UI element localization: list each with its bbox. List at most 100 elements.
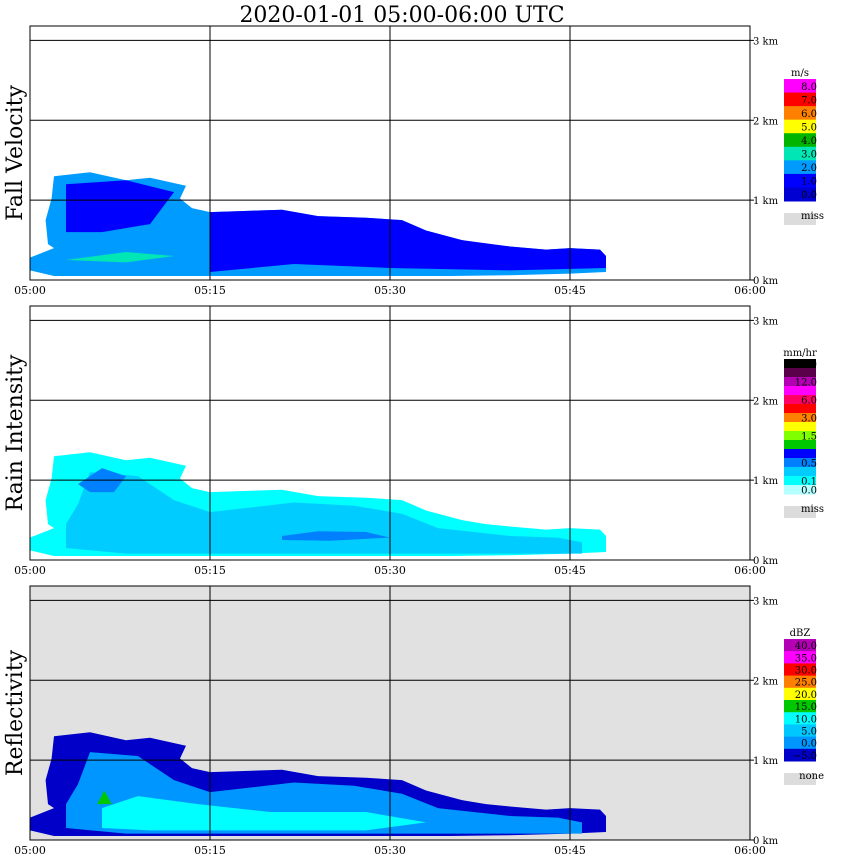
- height-tick-label: 1 km: [753, 196, 779, 207]
- colorbar-label: 30.0: [795, 666, 817, 677]
- colorbar-swatch: [784, 92, 816, 107]
- panel-ylabel: Fall Velocity: [3, 85, 28, 221]
- colorbar-label: 0.0: [801, 486, 817, 497]
- height-tick-label: 0 km: [753, 836, 779, 847]
- time-tick-label: 05:30: [374, 844, 406, 857]
- colorbar-missing-swatch: [784, 773, 816, 785]
- plot-frame: [29, 25, 751, 281]
- colorbar-swatch: [784, 386, 816, 396]
- colorbar-swatch: [784, 449, 816, 459]
- colorbar-missing-swatch: [784, 506, 816, 518]
- colorbar-label: 5.0: [801, 727, 817, 738]
- colorbar-swatch: [784, 651, 816, 664]
- colorbar-label: 25.0: [795, 678, 817, 689]
- colorbar-label: 3.0: [801, 150, 817, 161]
- colorbar-swatch: [784, 133, 816, 148]
- panel-rain-intensity: 0 km 1 km 2 km 3 km 05:00 05:15 05:30 05:45 06:0…: [3, 305, 824, 577]
- height-tick-label: 0 km: [753, 556, 779, 567]
- time-tick-label: 05:30: [374, 564, 406, 577]
- colorbar-label: 6.0: [801, 109, 817, 120]
- colorbar-label: 1.5: [801, 432, 817, 443]
- colorbar-label: 12.0: [795, 378, 817, 389]
- colorbar-swatch: [784, 712, 816, 725]
- colorbar-label: 10.0: [795, 714, 817, 725]
- colorbar-label: 3.0: [801, 414, 817, 425]
- height-tick-label: 1 km: [753, 476, 779, 487]
- panel-ylabel: Rain Intensity: [3, 354, 28, 511]
- time-tick-label: 05:15: [194, 284, 226, 297]
- colorbar-swatch: [784, 458, 816, 468]
- time-tick-label: 06:00: [734, 564, 766, 577]
- colorbar-missing-label: miss: [801, 504, 824, 515]
- time-tick-label: 06:00: [734, 284, 766, 297]
- colorbar-label: 0.0: [801, 190, 817, 201]
- height-tick-label: 0 km: [753, 276, 779, 287]
- height-tick-label: 2 km: [753, 396, 779, 407]
- colorbar-label: 0.0: [801, 739, 817, 750]
- colorbar-swatch: [784, 748, 816, 762]
- colorbar-label: 0.1: [801, 477, 817, 488]
- time-tick-label: 05:30: [374, 284, 406, 297]
- time-tick-label: 05:00: [14, 564, 46, 577]
- colorbar-swatch: [784, 119, 816, 134]
- height-tick-label: 3 km: [753, 36, 779, 47]
- colorbar: dBZ 40.035.0 30.025.020.015.010.0 5.00.0−5.…: [784, 628, 824, 785]
- time-tick-label: 05:00: [14, 284, 46, 297]
- colorbar-swatch: [784, 377, 816, 387]
- colorbar-swatch: [784, 485, 816, 495]
- colorbar-swatch: [784, 187, 816, 202]
- colorbar-label: 20.0: [795, 690, 817, 701]
- colorbar-swatch: [784, 431, 816, 441]
- colorbar-swatch: [784, 395, 816, 405]
- colorbar-label: 2.0: [801, 163, 817, 174]
- time-tick-label: 05:45: [554, 564, 586, 577]
- colorbar-label: 35.0: [795, 653, 817, 664]
- colorbar-swatch: [784, 476, 816, 486]
- plot-frame: [29, 585, 751, 841]
- echo-region-0-5mmhr: [282, 531, 390, 541]
- panel-reflectivity: 0 km 1 km 2 km 3 km 05:00 05:15 05:30 05:45 06:0…: [3, 585, 824, 857]
- time-tick-label: 05:45: [554, 284, 586, 297]
- echo-region-1ms: [210, 209, 606, 272]
- colorbar-swatch: [784, 675, 816, 689]
- colorbar-units: mm/hr: [783, 348, 817, 359]
- panel-fall-velocity: 0 km 1 km 2 km 3 km 05:00 05:15 05:30 05:45 06:0…: [3, 25, 824, 297]
- colorbar-swatch: [784, 404, 816, 414]
- colorbar: m/s 8.0 7.0 6.0 5.0 4.0 3.0 2.0 1.0 0.0 miss: [784, 68, 824, 225]
- colorbar-swatch: [784, 700, 816, 713]
- colorbar-label: 15.0: [795, 702, 817, 713]
- colorbar-swatch: [784, 663, 816, 677]
- colorbar-swatch: [784, 146, 816, 161]
- echo-region-15dbz: [97, 790, 112, 805]
- colorbar-label: 48.0: [795, 360, 817, 371]
- colorbar-swatch: [784, 440, 816, 450]
- colorbar-swatch: [784, 422, 816, 432]
- colorbar-swatch: [784, 106, 816, 121]
- height-tick-label: 3 km: [753, 316, 779, 327]
- time-tick-label: 05:15: [194, 844, 226, 857]
- echo-region-10dbz: [102, 796, 426, 831]
- time-tick-label: 06:00: [734, 844, 766, 857]
- colorbar-label: 40.0: [795, 641, 817, 652]
- colorbar-swatch: [784, 368, 816, 378]
- height-tick-label: 2 km: [753, 676, 779, 687]
- colorbar-label: 4.0: [801, 136, 817, 147]
- time-tick-label: 05:45: [554, 844, 586, 857]
- height-tick-label: 2 km: [753, 116, 779, 127]
- colorbar-label: 7.0: [801, 95, 817, 106]
- colorbar-swatch: [784, 359, 816, 369]
- colorbar-label: 0.5: [801, 459, 817, 470]
- colorbar-label: −5.0: [793, 751, 817, 762]
- colorbar-missing-label: miss: [801, 211, 824, 222]
- colorbar-swatch: [784, 79, 816, 94]
- colorbar-units: dBZ: [790, 628, 811, 639]
- colorbar-swatch: [784, 736, 816, 750]
- colorbar-units: m/s: [791, 68, 809, 79]
- colorbar-swatch: [784, 173, 816, 188]
- figure-title: 2020-01-01 05:00-06:00 UTC: [239, 3, 564, 28]
- plot-frame: [29, 305, 751, 561]
- echo-region-0-3mmhr: [66, 472, 582, 554]
- colorbar-label: 1.0: [801, 177, 817, 188]
- colorbar-missing-label: none: [799, 771, 824, 782]
